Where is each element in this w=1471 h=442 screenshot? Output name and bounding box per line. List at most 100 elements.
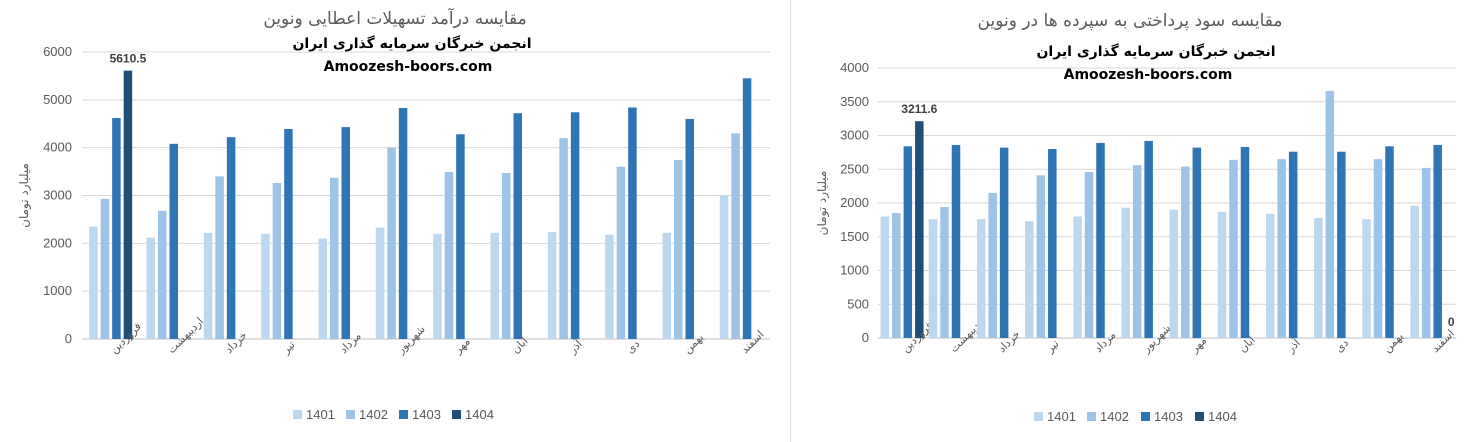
bar-1402-2 [158,210,167,339]
y-tick-label: 3000 [43,188,72,203]
bar-1403-5 [341,127,350,340]
category-label: شهریور [394,323,428,357]
panel-divider [790,0,791,442]
bar-1402-9 [1277,159,1286,338]
bar-1401-11 [662,232,671,339]
bar-1401-11 [1362,219,1371,338]
legend-label: 1401 [306,407,335,422]
bar-1402-10 [616,166,626,339]
bar-1402-9 [559,138,568,339]
category-label: تیر [1043,337,1062,356]
bar-1403-10 [1337,151,1346,338]
bar-1402-11 [1373,159,1383,338]
legend-swatch-1404 [1195,412,1204,421]
bar-1403-7 [456,134,465,339]
bar-1402-7 [444,172,454,339]
bar-1402-4 [1036,175,1046,338]
bar-1402-12 [731,133,740,339]
category-label: مهر [451,335,473,357]
category-label: مرداد [1092,328,1119,355]
legend-label: 1403 [1154,409,1183,424]
y-tick-label: 6000 [43,44,72,59]
bar-1403-5 [1096,142,1105,338]
y-tick-label: 500 [847,296,869,311]
bar-1402-8 [1229,159,1238,338]
bar-1401-4 [1025,221,1034,338]
y-tick-label: 4000 [840,60,869,75]
category-label: خرداد [222,329,249,356]
watermark-website: Amoozesh-boors.com [324,59,493,75]
legend-swatch-1401 [293,410,302,419]
bar-1401-2 [928,219,938,338]
category-label: شهریور [1139,322,1173,356]
y-tick-label: 3500 [840,94,869,109]
bar-1402-12 [1421,167,1431,338]
y-tick-label: 2500 [840,161,869,176]
legend-label: 1401 [1047,409,1076,424]
bar-1401-4 [261,233,270,339]
bar-1401-1 [89,226,98,339]
bar-1402-2 [940,207,949,338]
bar-1403-2 [951,144,961,338]
bar-1402-1 [892,213,901,338]
y-tick-label: 2000 [840,195,869,210]
legend-swatch-1403 [399,410,408,419]
bar-1403-6 [398,107,408,339]
category-label: آبان [508,333,531,356]
bar-1401-8 [490,232,499,339]
legend-swatch-1401 [1034,412,1043,421]
data-label: 3211.6 [901,102,937,116]
bar-1402-11 [674,160,683,339]
y-tick-label: 0 [862,330,869,345]
bar-1401-10 [605,234,614,339]
bar-1402-3 [215,176,224,339]
chart-title: مقایسه سود پرداختی به سپرده ها در ونوین [978,11,1283,31]
legend-label: 1404 [465,407,494,422]
legend-label: 1402 [359,407,388,422]
bar-1403-11 [1385,146,1394,338]
bar-1403-3 [226,137,236,339]
y-axis-label: میلیارد تومان [17,163,32,228]
bar-1401-5 [1073,216,1082,338]
legend-label: 1402 [1100,409,1129,424]
bar-1403-4 [1048,149,1057,338]
bar-1401-2 [146,237,155,339]
watermark-association: انجمن خبرگان سرمایه گذاری ایران [1036,43,1275,60]
bar-1402-8 [502,173,511,339]
bar-1401-9 [1265,213,1275,338]
bar-1403-2 [169,143,178,339]
chart-title: مقایسه درآمد تسهیلات اعطایی ونوین [263,7,526,29]
bar-1403-10 [628,107,637,339]
category-label: اسفند [1429,327,1457,355]
y-tick-label: 1500 [840,229,869,244]
bar-1403-4 [284,129,293,339]
bar-1402-6 [1132,165,1142,338]
loan-income-chart: مقایسه درآمد تسهیلات اعطایی ونوین انجمن خ… [17,7,770,422]
category-label: تیر [279,338,298,357]
bar-1403-3 [999,147,1009,338]
bar-1402-5 [1084,171,1094,338]
category-label: دی [1333,336,1352,355]
y-tick-label: 1000 [43,283,72,298]
bar-1402-10 [1325,90,1335,338]
bar-1401-1 [880,216,890,338]
bar-1403-9 [1288,151,1298,338]
category-label: بهمن [1381,330,1406,355]
bar-1403-12 [1433,144,1442,338]
bar-1401-9 [547,231,557,339]
category-label: دی [624,337,643,356]
category-label: مهر [1187,334,1209,356]
bar-1403-6 [1144,140,1153,338]
bar-1402-4 [272,183,282,339]
y-tick-label: 2000 [43,235,72,250]
bar-1404-1 [915,121,924,338]
bar-1401-6 [375,227,385,339]
bar-1402-7 [1181,166,1190,338]
bar-1402-5 [330,177,339,339]
bar-1401-3 [976,219,986,338]
data-label: 5610.5 [110,52,147,66]
bar-1403-9 [570,112,580,340]
bar-1402-6 [387,147,396,339]
bar-1402-3 [988,192,997,338]
category-label: بهمن [681,331,706,356]
